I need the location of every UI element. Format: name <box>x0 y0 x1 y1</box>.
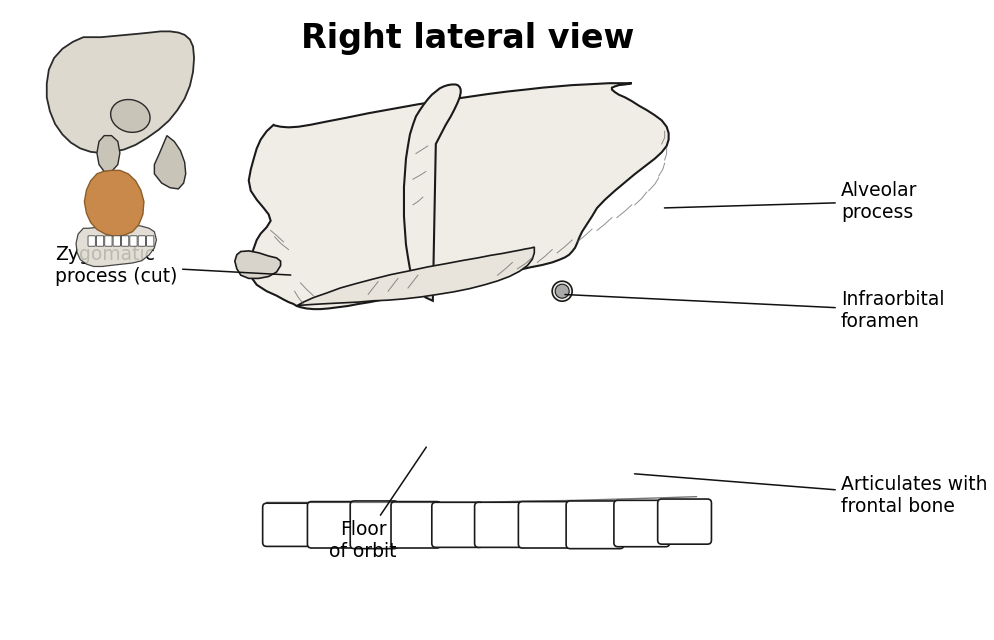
FancyBboxPatch shape <box>87 236 95 246</box>
FancyBboxPatch shape <box>121 236 128 246</box>
PathPatch shape <box>404 84 460 301</box>
FancyBboxPatch shape <box>113 236 120 246</box>
FancyBboxPatch shape <box>138 236 145 246</box>
PathPatch shape <box>248 83 668 309</box>
Circle shape <box>555 284 569 298</box>
FancyBboxPatch shape <box>518 502 576 548</box>
FancyBboxPatch shape <box>431 502 483 547</box>
Polygon shape <box>96 136 120 172</box>
Polygon shape <box>154 136 186 189</box>
Ellipse shape <box>110 99 150 132</box>
FancyBboxPatch shape <box>350 501 398 548</box>
Polygon shape <box>84 170 144 236</box>
FancyBboxPatch shape <box>566 501 623 548</box>
FancyBboxPatch shape <box>391 502 440 548</box>
FancyBboxPatch shape <box>613 500 669 547</box>
FancyBboxPatch shape <box>307 502 355 548</box>
Circle shape <box>552 281 572 301</box>
Text: Zygomatic
process (cut): Zygomatic process (cut) <box>55 245 290 286</box>
Polygon shape <box>47 31 194 153</box>
FancyBboxPatch shape <box>262 503 310 547</box>
FancyBboxPatch shape <box>657 499 711 544</box>
Text: Articulates with
frontal bone: Articulates with frontal bone <box>634 474 986 516</box>
PathPatch shape <box>296 247 534 306</box>
Text: Floor
of orbit: Floor of orbit <box>329 447 425 561</box>
Text: Infraorbital
foramen: Infraorbital foramen <box>565 290 943 331</box>
FancyBboxPatch shape <box>96 236 103 246</box>
FancyBboxPatch shape <box>104 236 112 246</box>
FancyBboxPatch shape <box>146 236 154 246</box>
Text: Right lateral view: Right lateral view <box>300 22 634 55</box>
Polygon shape <box>76 225 156 266</box>
PathPatch shape <box>235 251 280 278</box>
FancyBboxPatch shape <box>129 236 137 246</box>
FancyBboxPatch shape <box>474 502 528 547</box>
Text: Alveolar
process: Alveolar process <box>664 181 916 222</box>
